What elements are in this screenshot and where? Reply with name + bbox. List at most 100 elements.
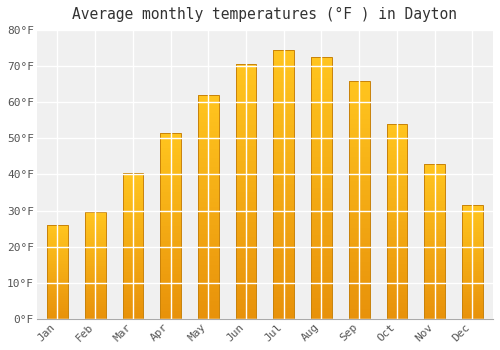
- Bar: [122, 173, 144, 319]
- Bar: [198, 243, 218, 247]
- Bar: [47, 317, 68, 319]
- Bar: [386, 144, 407, 147]
- Bar: [386, 229, 407, 233]
- Bar: [160, 226, 181, 230]
- Bar: [462, 226, 482, 228]
- Bar: [386, 315, 407, 319]
- Bar: [198, 158, 218, 162]
- Bar: [160, 312, 181, 315]
- Bar: [349, 80, 370, 85]
- Bar: [424, 210, 445, 214]
- Bar: [274, 211, 294, 217]
- Bar: [311, 267, 332, 272]
- Bar: [85, 300, 105, 302]
- Bar: [198, 104, 218, 108]
- Bar: [47, 246, 68, 247]
- Bar: [236, 64, 256, 319]
- Bar: [122, 299, 144, 301]
- Bar: [311, 235, 332, 240]
- Bar: [386, 264, 407, 268]
- Bar: [274, 228, 294, 233]
- Bar: [47, 227, 68, 229]
- Bar: [311, 151, 332, 156]
- Bar: [236, 247, 256, 253]
- Bar: [386, 299, 407, 303]
- Bar: [160, 300, 181, 304]
- Bar: [198, 234, 218, 238]
- Bar: [160, 167, 181, 170]
- Bar: [198, 225, 218, 229]
- Bar: [386, 124, 407, 319]
- Bar: [236, 69, 256, 75]
- Bar: [349, 162, 370, 166]
- Bar: [160, 267, 181, 271]
- Bar: [198, 122, 218, 126]
- Bar: [462, 280, 482, 282]
- Bar: [424, 257, 445, 260]
- Bar: [236, 80, 256, 85]
- Bar: [311, 282, 332, 287]
- Bar: [349, 190, 370, 195]
- Bar: [122, 214, 144, 217]
- Bar: [47, 291, 68, 293]
- Bar: [85, 272, 105, 274]
- Bar: [47, 272, 68, 274]
- Bar: [47, 250, 68, 251]
- Bar: [462, 246, 482, 248]
- Bar: [386, 303, 407, 307]
- Bar: [386, 178, 407, 182]
- Bar: [349, 109, 370, 114]
- Bar: [47, 257, 68, 259]
- Bar: [85, 255, 105, 257]
- Bar: [47, 265, 68, 266]
- Bar: [386, 222, 407, 225]
- Bar: [198, 113, 218, 118]
- Bar: [160, 271, 181, 274]
- Bar: [462, 237, 482, 239]
- Bar: [236, 136, 256, 141]
- Bar: [349, 85, 370, 90]
- Bar: [462, 262, 482, 264]
- Bar: [424, 316, 445, 319]
- Bar: [311, 57, 332, 62]
- Bar: [85, 306, 105, 308]
- Bar: [85, 246, 105, 248]
- Bar: [424, 266, 445, 269]
- Bar: [311, 246, 332, 251]
- Bar: [122, 190, 144, 193]
- Bar: [85, 281, 105, 283]
- Bar: [160, 237, 181, 241]
- Bar: [236, 151, 256, 156]
- Bar: [47, 262, 68, 265]
- Bar: [462, 278, 482, 280]
- Bar: [274, 50, 294, 55]
- Bar: [274, 88, 294, 93]
- Bar: [424, 244, 445, 247]
- Bar: [274, 298, 294, 303]
- Bar: [349, 209, 370, 214]
- Bar: [122, 295, 144, 299]
- Bar: [122, 240, 144, 243]
- Bar: [274, 71, 294, 77]
- Bar: [160, 304, 181, 308]
- Bar: [424, 204, 445, 207]
- Bar: [122, 208, 144, 211]
- Bar: [386, 163, 407, 167]
- Bar: [47, 225, 68, 227]
- Bar: [160, 296, 181, 300]
- Bar: [122, 231, 144, 234]
- Bar: [160, 259, 181, 263]
- Bar: [122, 269, 144, 272]
- Bar: [311, 209, 332, 214]
- Bar: [274, 104, 294, 109]
- Bar: [462, 230, 482, 232]
- Bar: [85, 227, 105, 230]
- Bar: [274, 254, 294, 260]
- Bar: [85, 248, 105, 251]
- Bar: [85, 295, 105, 298]
- Bar: [274, 260, 294, 265]
- Bar: [274, 131, 294, 136]
- Bar: [236, 176, 256, 181]
- Bar: [47, 279, 68, 281]
- Bar: [311, 89, 332, 94]
